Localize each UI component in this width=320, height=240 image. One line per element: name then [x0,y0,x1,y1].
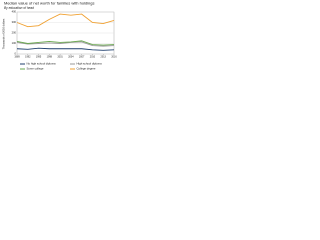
x-tick-label: 2007 [79,55,85,58]
series-line [16,40,115,46]
chart-subtitle: By education of head [4,6,34,10]
y-tick-label: 200 [12,31,17,35]
y-tick-label: 400 [12,10,17,14]
series-line [16,13,115,28]
legend-label: No high school diploma [27,62,57,66]
legend-label: Some college [27,67,44,71]
series-line [16,41,115,47]
x-tick-label: 2010 [90,55,96,58]
x-tick-label: 1992 [25,55,31,58]
y-tick-label: 0 [15,52,17,56]
x-tick-label: 2013 [101,55,107,58]
x-tick-label: 1998 [47,55,53,58]
x-tick-label: 2004 [68,55,74,58]
legend-label: College degree [77,67,96,71]
chart-title: Median value of net worth for families w… [4,1,95,6]
legend-label: High school diploma [77,62,103,66]
x-tick-label: 2016 [111,55,117,58]
chart: Median value of net worth for families w… [2,1,118,71]
y-tick-label: 100 [12,41,17,45]
x-tick-label: 2001 [57,55,63,58]
x-tick-label: 1989 [14,55,20,58]
series-line [16,47,115,51]
y-axis-label: Thousands of 2016 dollars [2,18,6,49]
y-tick-label: 300 [12,20,17,24]
x-tick-label: 1995 [36,55,42,58]
